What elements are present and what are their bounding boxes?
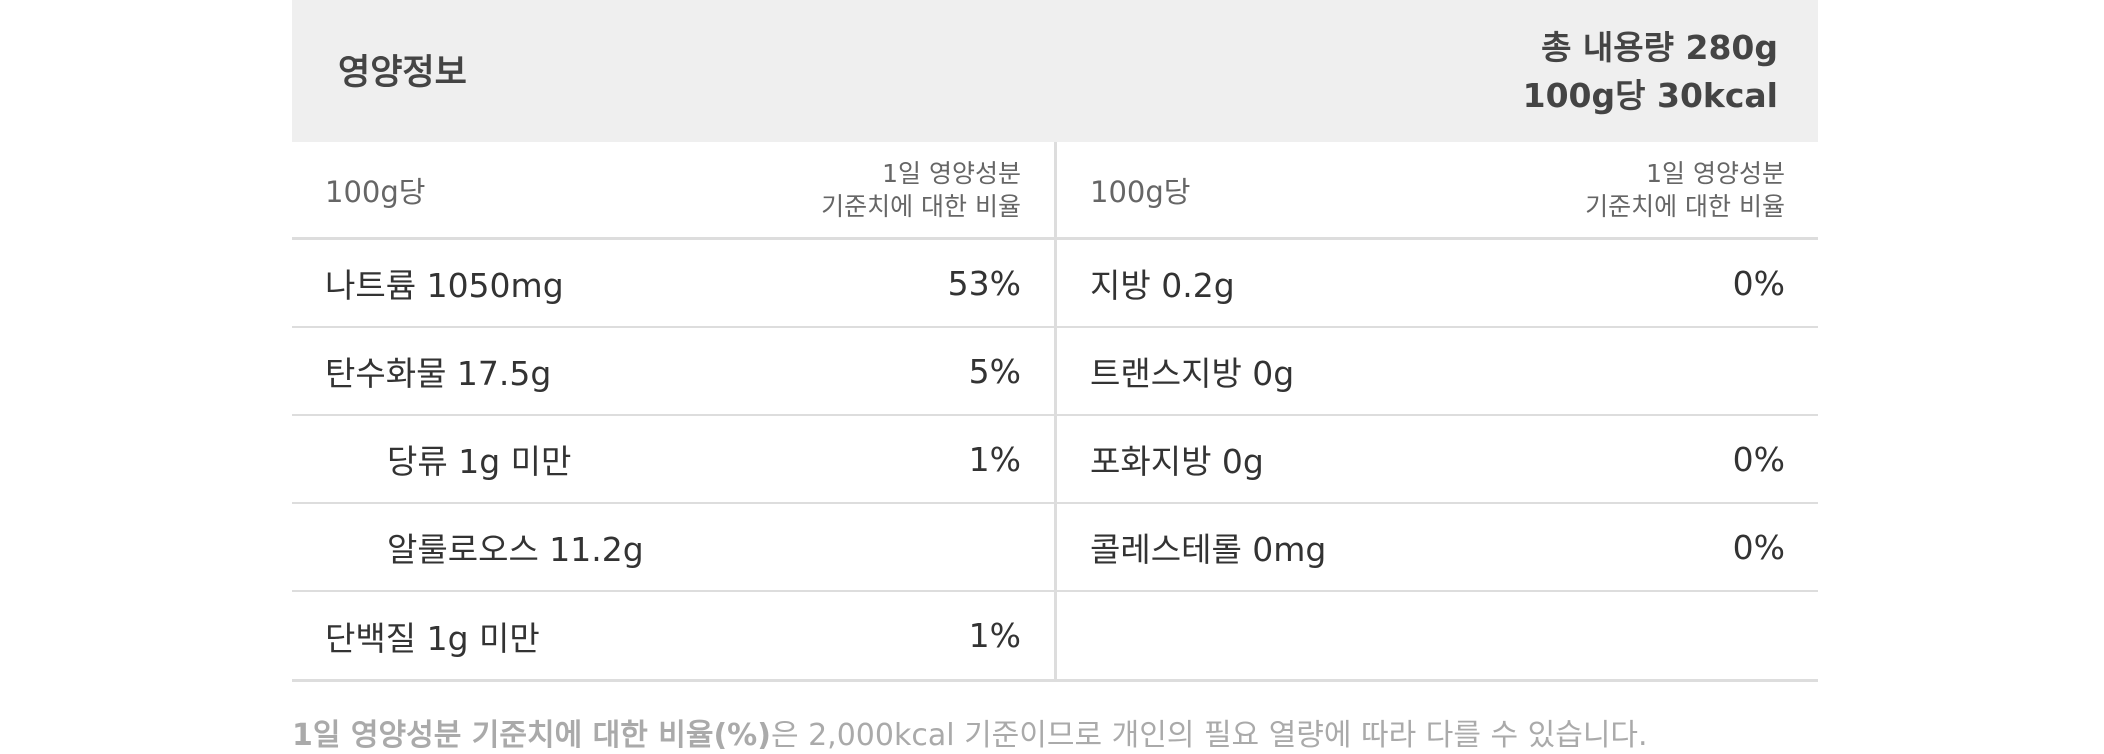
- nutrient-percent: 53%: [947, 263, 1021, 303]
- nutrition-title: 영양정보: [338, 53, 467, 93]
- nutrient-percent: 1%: [968, 439, 1021, 479]
- daily-value-label-line2: 기준치에 대한 비율: [821, 191, 1021, 221]
- daily-value-label-line2: 기준치에 대한 비율: [1585, 191, 1785, 221]
- daily-value-footnote: 1일 영양성분 기준치에 대한 비율(%)은 2,000kcal 기준이므로 개…: [292, 710, 1648, 754]
- nutrient-name: 포화지방 0g: [1090, 442, 1264, 481]
- daily-value-label: 1일 영양성분 기준치에 대한 비율: [1585, 157, 1785, 223]
- nutrient-percent: 0%: [1732, 263, 1785, 303]
- nutrient-row: 포화지방 0g 0%: [1057, 416, 1818, 504]
- nutrient-name: 나트륨 1050mg: [325, 266, 564, 305]
- calories-per-100g: 100g당 30kcal: [1522, 76, 1778, 115]
- footnote-text: 은 2,000kcal 기준이므로 개인의 필요 열량에 따라 다를 수 있습니…: [770, 718, 1648, 753]
- nutrient-name: 콜레스테롤 0mg: [1090, 530, 1327, 569]
- nutrition-column-left: 100g당 1일 영양성분 기준치에 대한 비율 나트륨 1050mg 53% …: [292, 142, 1057, 679]
- nutrient-row: 지방 0.2g 0%: [1057, 240, 1818, 328]
- daily-value-label-line1: 1일 영양성분: [882, 158, 1021, 188]
- nutrition-facts-panel: 영양정보 총 내용량 280g 100g당 30kcal 100g당 1일 영양…: [292, 0, 1818, 682]
- nutrient-row: 탄수화물 17.5g 5%: [292, 328, 1054, 416]
- nutrient-percent: 1%: [968, 616, 1021, 655]
- daily-value-label: 1일 영양성분 기준치에 대한 비율: [821, 157, 1021, 223]
- nutrient-name: 단백질 1g 미만: [325, 618, 540, 658]
- nutrient-row: 알룰로오스 11.2g: [292, 504, 1054, 592]
- nutrient-row: 트랜스지방 0g: [1057, 328, 1818, 416]
- nutrition-summary: 총 내용량 280g 100g당 30kcal: [1523, 24, 1778, 120]
- total-content: 총 내용량 280g: [1541, 28, 1778, 67]
- daily-value-label-line1: 1일 영양성분: [1646, 158, 1785, 188]
- basis-label: 100g당: [325, 174, 426, 209]
- nutrient-percent: 0%: [1732, 439, 1785, 479]
- nutrient-row: 당류 1g 미만 1%: [292, 416, 1054, 504]
- footnote-bold-text: 1일 영양성분 기준치에 대한 비율(%): [292, 718, 771, 753]
- nutrient-percent: 5%: [968, 351, 1021, 391]
- nutrition-column-right: 100g당 1일 영양성분 기준치에 대한 비율 지방 0.2g 0% 트랜스지…: [1057, 142, 1818, 679]
- nutrient-row: 콜레스테롤 0mg 0%: [1057, 504, 1818, 592]
- nutrient-row-empty: [1057, 592, 1818, 679]
- nutrient-name: 지방 0.2g: [1090, 266, 1235, 305]
- column-subheader: 100g당 1일 영양성분 기준치에 대한 비율: [292, 142, 1054, 240]
- nutrient-row: 단백질 1g 미만 1%: [292, 592, 1054, 679]
- nutrient-name: 알룰로오스 11.2g: [387, 530, 644, 569]
- nutrient-percent: 0%: [1732, 527, 1785, 567]
- nutrient-name: 당류 1g 미만: [387, 442, 572, 481]
- basis-label: 100g당: [1090, 174, 1191, 209]
- nutrient-name: 트랜스지방 0g: [1090, 354, 1295, 393]
- nutrition-header: 영양정보 총 내용량 280g 100g당 30kcal: [292, 0, 1818, 142]
- nutrition-table: 100g당 1일 영양성분 기준치에 대한 비율 나트륨 1050mg 53% …: [292, 142, 1818, 682]
- column-subheader: 100g당 1일 영양성분 기준치에 대한 비율: [1057, 142, 1818, 240]
- nutrient-row: 나트륨 1050mg 53%: [292, 240, 1054, 328]
- nutrient-name: 탄수화물 17.5g: [325, 354, 552, 393]
